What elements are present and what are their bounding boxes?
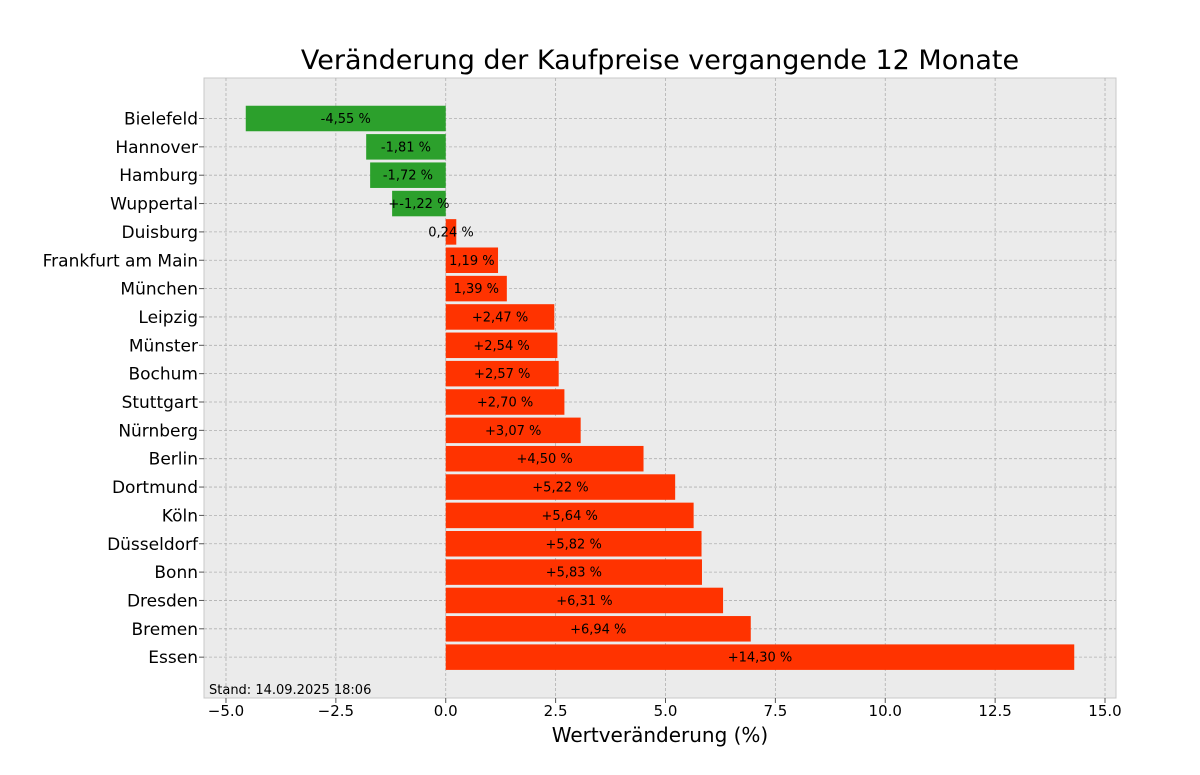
x-tick-label: 10.0 [869, 702, 902, 720]
timestamp-footnote: Stand: 14.09.2025 18:06 [209, 683, 371, 698]
bar [445, 417, 581, 444]
category-label: Dortmund [112, 478, 198, 498]
category-label: Bochum [128, 365, 198, 385]
category-axis: Bielefeld Hannover Hamburg Wuppertal Duisbur… [43, 110, 204, 668]
bar [445, 360, 559, 387]
category-label: Köln [162, 506, 198, 526]
bar [366, 134, 446, 160]
data-label: +5,83 % [546, 566, 602, 581]
data-labels: -4,55 % -1,81 % -1,72 % +-1,22 % 0,24 % 1,19 … [321, 112, 793, 666]
bar [245, 105, 446, 132]
category-label: Berlin [149, 450, 198, 470]
category-label: Bremen [131, 620, 198, 640]
bar [392, 190, 446, 217]
x-tick-label: 7.5 [763, 702, 787, 720]
data-label: 1,19 % [449, 254, 494, 269]
category-label: Stuttgart [122, 393, 199, 413]
bar [445, 275, 507, 302]
bar [445, 219, 457, 245]
category-label: Leipzig [138, 308, 198, 328]
category-label: Münster [129, 336, 198, 356]
data-label: +2,57 % [474, 367, 530, 382]
data-label: +3,07 % [485, 424, 541, 439]
data-label: +5,64 % [542, 509, 598, 524]
x-tick-label: 2.5 [544, 702, 568, 720]
chart-title: Veränderung der Kaufpreise vergangende 1… [301, 45, 1019, 76]
data-label: 0,24 % [428, 225, 473, 240]
bar [445, 445, 644, 472]
category-label: Hamburg [119, 166, 198, 186]
bar [445, 616, 751, 642]
data-label: -1,72 % [383, 169, 433, 184]
bars [245, 105, 1075, 670]
x-tick-label: −2.5 [318, 702, 354, 720]
data-label: -4,55 % [321, 112, 371, 127]
bar [445, 530, 702, 557]
data-label: +2,47 % [472, 310, 528, 325]
bar [445, 474, 676, 500]
category-label: Essen [148, 648, 198, 668]
data-label: +14,30 % [728, 651, 793, 666]
data-label: +5,82 % [545, 537, 601, 552]
x-tick-label: 12.5 [978, 702, 1011, 720]
data-label: 1,39 % [454, 282, 499, 297]
data-label: +2,70 % [477, 396, 533, 411]
category-label: München [120, 280, 198, 300]
x-tick-label: −5.0 [208, 702, 244, 720]
bar [445, 587, 724, 614]
category-label: Hannover [115, 138, 198, 158]
bar [445, 332, 558, 359]
category-label: Nürnberg [118, 421, 198, 441]
category-label: Düsseldorf [107, 535, 199, 555]
bar [370, 162, 446, 188]
category-label: Wuppertal [110, 195, 198, 215]
bar [445, 389, 565, 415]
category-label: Dresden [127, 591, 198, 611]
category-label: Duisburg [122, 223, 199, 243]
data-label: +6,31 % [556, 594, 612, 609]
category-label: Bonn [154, 563, 198, 583]
bar [445, 559, 702, 585]
x-tick-label: 15.0 [1088, 702, 1121, 720]
bar [445, 502, 694, 529]
bar [445, 644, 1075, 670]
value-axis: −5.0 −2.5 0.0 2.5 5.0 7.5 10.0 12.5 15.0 [208, 698, 1122, 720]
bar [445, 304, 555, 330]
data-label: +4,50 % [516, 452, 572, 467]
x-axis-label: Wertveränderung (%) [552, 723, 769, 747]
x-tick-label: 0.0 [434, 702, 458, 720]
data-label: +6,94 % [570, 622, 626, 637]
data-label: +2,54 % [473, 339, 529, 354]
data-label: +-1,22 % [388, 197, 449, 212]
category-label: Frankfurt am Main [43, 251, 198, 271]
x-tick-label: 5.0 [654, 702, 678, 720]
category-label: Bielefeld [124, 110, 198, 130]
data-label: -1,81 % [381, 140, 431, 155]
bar [445, 247, 499, 274]
data-label: +5,22 % [532, 481, 588, 496]
